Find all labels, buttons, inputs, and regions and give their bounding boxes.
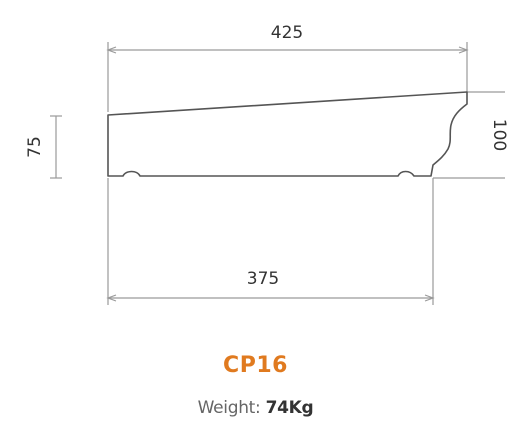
weight-label: Weight:: [197, 398, 261, 418]
right-dimension: [433, 91, 505, 179]
top-dimension: [106, 42, 469, 112]
top-arrow-right: [458, 46, 469, 54]
bottom-dimension: [106, 178, 435, 305]
bottom-arrow-left: [106, 294, 117, 302]
bottom-width-label: 375: [247, 269, 279, 289]
left-dimension: [50, 115, 62, 179]
top-width-label: 425: [271, 23, 303, 43]
top-arrow-left: [106, 46, 117, 54]
left-height-label: 75: [25, 136, 45, 158]
right-height-label: 100: [489, 119, 509, 151]
weight-line: Weight: 74Kg: [0, 398, 511, 418]
weight-value: 74Kg: [265, 398, 314, 418]
coping-profile: [107, 91, 468, 177]
product-code: CP16: [223, 353, 288, 378]
bottom-arrow-right: [424, 294, 435, 302]
